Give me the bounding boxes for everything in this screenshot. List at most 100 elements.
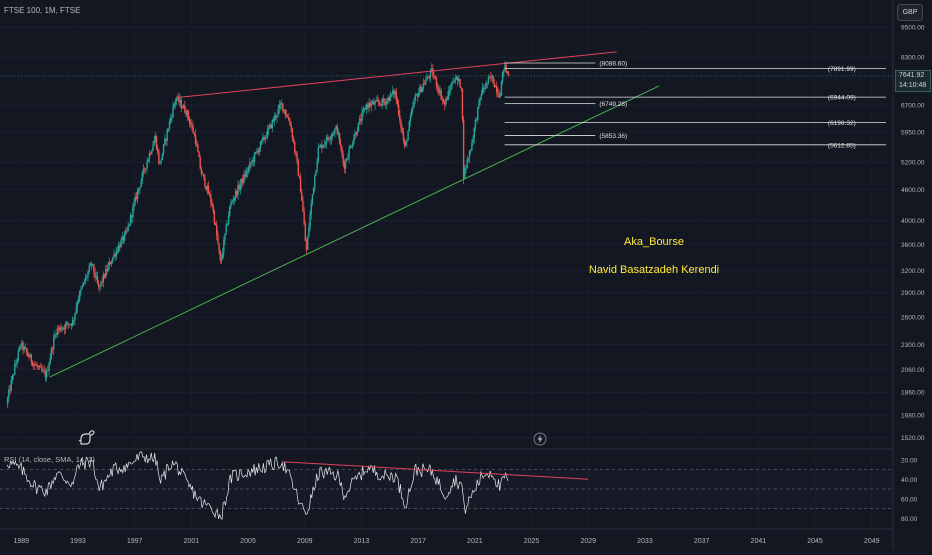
candle-body — [175, 98, 178, 101]
bar-countdown: 14:10:48 — [899, 82, 927, 89]
candle-body — [214, 223, 217, 225]
candle-body — [438, 88, 440, 94]
candle-body — [320, 144, 322, 147]
candle-body — [312, 187, 315, 195]
candle-body — [309, 214, 311, 228]
candle-body — [255, 152, 257, 154]
candle-body — [88, 266, 90, 272]
candle-body — [122, 236, 125, 241]
watermark-line-2: Navid Basatzadeh Kerendi — [588, 264, 720, 276]
candle-body — [479, 97, 481, 101]
candle-body — [363, 108, 366, 110]
candle-body — [407, 131, 409, 141]
candle-body — [230, 202, 232, 207]
candle-body — [488, 76, 491, 78]
candle-body — [390, 93, 393, 95]
candle-body — [429, 70, 432, 78]
candle-body — [444, 101, 446, 105]
candle-body — [49, 357, 51, 365]
candle-body — [292, 138, 295, 142]
price-tick-label: 6700.00 — [901, 103, 925, 110]
candle-body — [238, 185, 240, 190]
price-tick-label: 1520.00 — [901, 435, 925, 442]
candle-body — [179, 100, 181, 103]
candle-body — [400, 120, 402, 128]
dinosaur-logo-icon[interactable] — [78, 428, 96, 451]
candle-body — [180, 100, 183, 108]
candle-body — [423, 83, 426, 85]
last-price-value: 7641.92 — [899, 72, 925, 79]
candle-body — [298, 175, 301, 178]
candle-body — [48, 364, 50, 371]
candle-body — [276, 115, 278, 118]
candle-body — [307, 236, 309, 250]
candle-body — [95, 276, 97, 278]
currency-button[interactable]: GBP — [897, 4, 923, 21]
candle-body — [454, 79, 457, 81]
candle-body — [220, 258, 223, 261]
candle-body — [419, 86, 421, 93]
rsi-indicator-title[interactable]: RSI (14, close, SMA, 14, 2) — [4, 455, 95, 464]
candle-body — [347, 157, 349, 160]
candle-body — [334, 128, 336, 134]
candle-body — [194, 134, 197, 144]
level-label: (6944.09) — [828, 95, 856, 102]
rsi-tick-label: 60.00 — [901, 496, 918, 503]
candle-body — [44, 371, 47, 378]
candle-body — [58, 327, 61, 330]
time-tick-label: 1997 — [127, 538, 143, 545]
candle-body — [64, 323, 67, 330]
candle-body — [56, 328, 58, 335]
level-label: (5612.85) — [828, 142, 856, 149]
candle-body — [350, 146, 353, 148]
lightning-bolt-icon[interactable] — [533, 432, 547, 451]
candle-body — [191, 124, 193, 127]
price-tick-label: 2600.00 — [901, 315, 925, 322]
candle-body — [217, 235, 219, 244]
time-tick-label: 2009 — [297, 538, 313, 545]
candle-body — [446, 98, 448, 100]
candle-body — [82, 282, 84, 287]
candle-body — [449, 88, 452, 91]
candle-body — [380, 103, 382, 106]
level-label: (5853.36) — [599, 133, 627, 140]
candle-body — [201, 173, 204, 175]
candle-body — [299, 177, 302, 193]
candle-body — [338, 133, 341, 144]
candle-body — [288, 117, 290, 121]
candle-body — [164, 138, 166, 145]
candle-body — [305, 240, 308, 250]
candle-body — [425, 80, 427, 85]
price-tick-label: 2300.00 — [901, 342, 925, 349]
candle-body — [38, 365, 41, 368]
candle-body — [500, 82, 503, 96]
candle-body — [282, 103, 284, 111]
candle-body — [464, 168, 466, 180]
candle-body — [507, 72, 510, 76]
candle-body — [332, 133, 335, 135]
candle-body — [279, 104, 282, 106]
price-levels: (8088.60) (7891.99) (6944.09) (6749.28) (619… — [504, 60, 886, 149]
time-tick-label: 2037 — [694, 538, 710, 545]
trendlines — [49, 51, 660, 378]
time-tick-label: 2033 — [637, 538, 653, 545]
candle-body — [433, 76, 435, 78]
candle-body — [452, 82, 454, 84]
candle-body — [466, 159, 468, 168]
candles — [6, 61, 510, 409]
candle-body — [139, 186, 141, 189]
time-tick-label: 2049 — [864, 538, 880, 545]
time-tick-label: 2017 — [410, 538, 426, 545]
candle-body — [317, 147, 320, 161]
candle-body — [480, 94, 483, 98]
candle-body — [224, 233, 226, 240]
candle-body — [461, 88, 464, 120]
candle-body — [223, 239, 225, 253]
candle-body — [275, 115, 277, 118]
candle-body — [470, 150, 472, 152]
candle-body — [11, 375, 14, 381]
candle-body — [315, 170, 317, 176]
candle-body — [174, 100, 177, 104]
